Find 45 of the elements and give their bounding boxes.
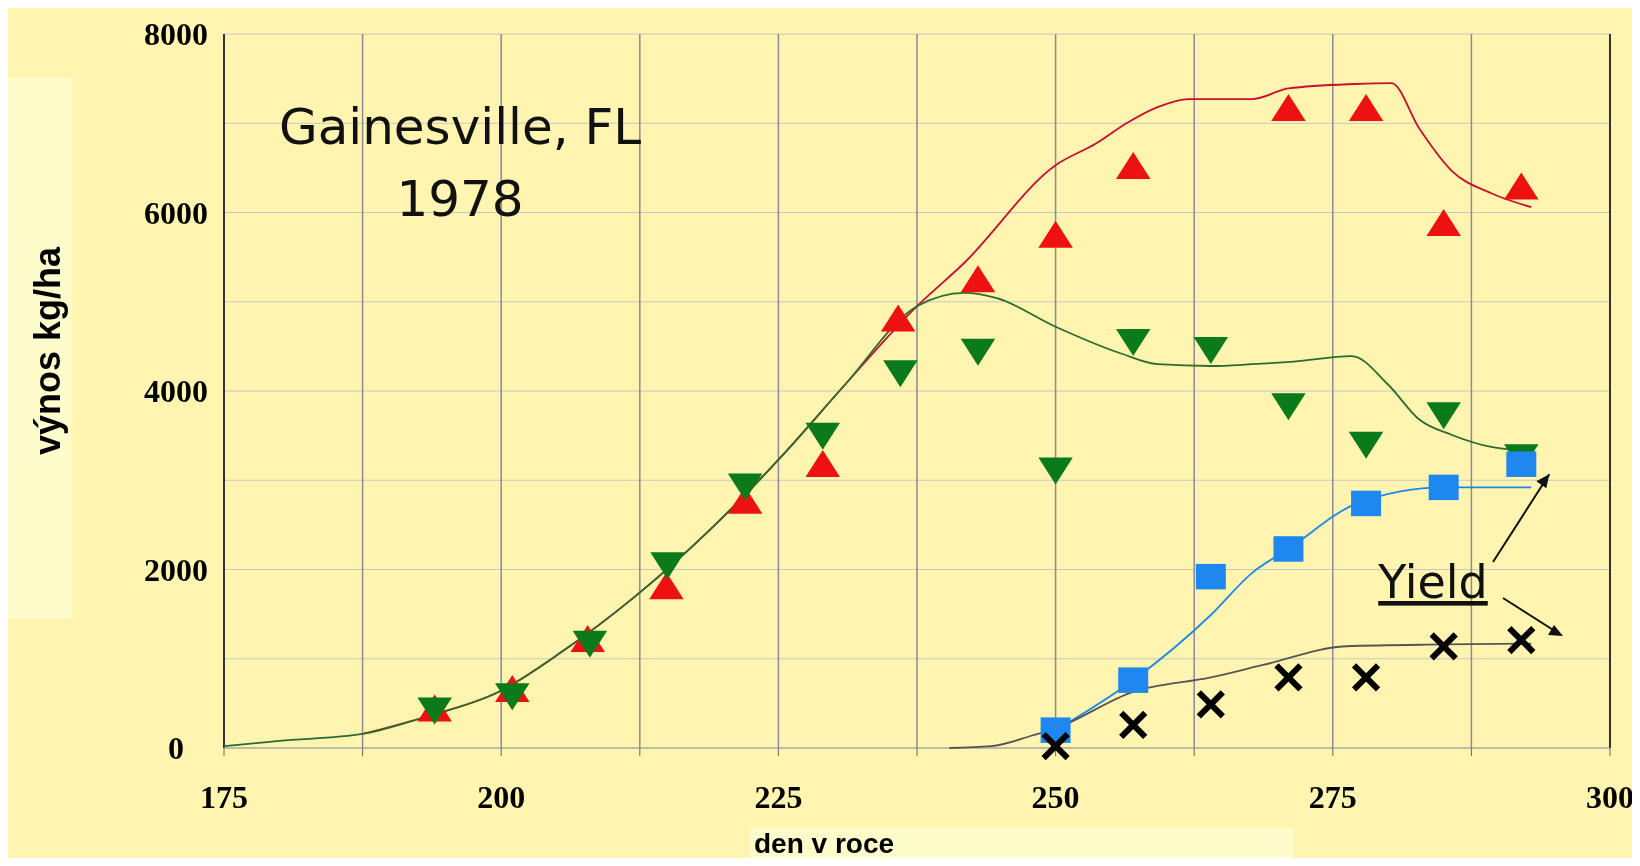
point [1273,536,1304,562]
point [649,572,684,600]
point [1195,689,1226,720]
point [495,683,530,711]
y-tick-label: 6000 [144,194,208,231]
point [1348,93,1384,121]
point [1195,563,1226,590]
point [960,265,996,293]
point [727,473,763,501]
x-axis-title: den v roce [754,828,895,859]
annotation: Gainesville, FL 1978 [278,98,642,228]
annotation: Yield [1377,555,1488,609]
point [650,552,685,580]
x-tick-label: 200 [477,779,526,815]
x-tick-label: 250 [1031,779,1080,815]
point [1506,625,1537,656]
point [805,450,840,478]
point [1351,490,1382,517]
point [1040,731,1071,762]
point [880,304,916,332]
y-tick-label: 0 [168,730,184,766]
point [572,630,608,658]
y-axis-title: výnos kg/ha [27,245,68,456]
point [1118,709,1149,740]
point [1273,662,1304,693]
point [1271,93,1306,121]
x-tick-label: 225 [754,779,803,815]
point [1118,667,1149,693]
y-tick-label: 2000 [144,551,208,588]
point [1428,474,1459,501]
point [1426,209,1461,237]
point [805,422,840,450]
x-tick-label: 175 [200,779,248,815]
y-tick-label: 4000 [144,373,208,409]
y-tick-label: 8000 [144,16,208,52]
point [1038,220,1073,248]
point [1504,172,1539,200]
point [1038,457,1073,485]
x-tick-label: 300 [1586,779,1634,815]
x-tick-label: 275 [1308,779,1357,815]
point [1351,662,1382,693]
point [960,338,996,366]
point [1115,151,1151,179]
point [1348,431,1384,459]
point [1506,451,1537,477]
